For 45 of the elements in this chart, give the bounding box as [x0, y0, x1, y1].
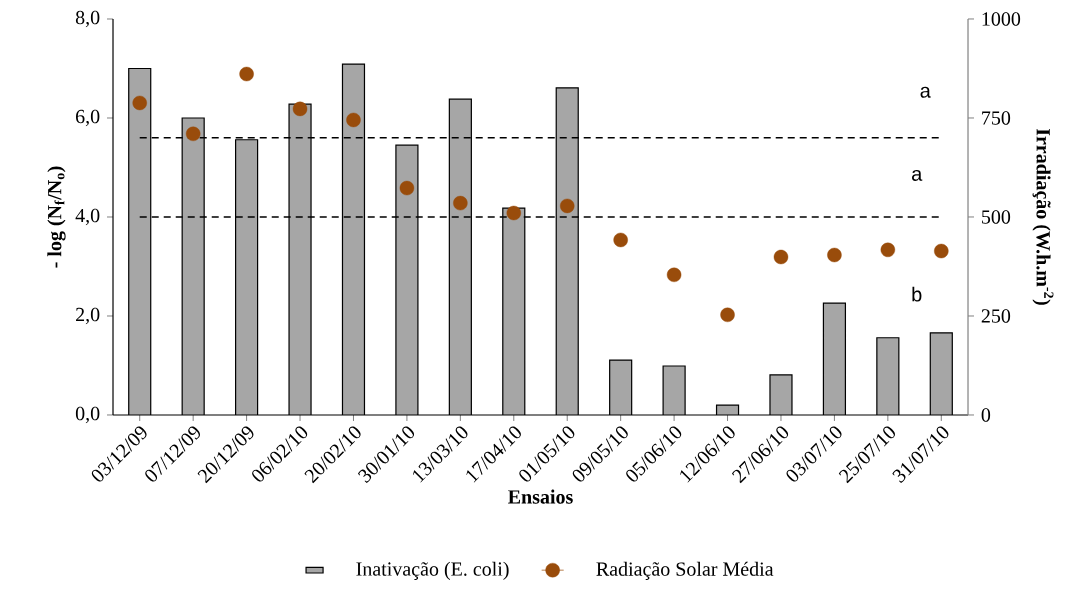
y2-tick-label: 0 — [981, 408, 991, 422]
point — [185, 126, 201, 142]
point — [880, 242, 896, 258]
bar — [502, 208, 525, 415]
legend-label: Radiação Solar Média — [596, 561, 774, 580]
point — [773, 249, 789, 265]
bar — [823, 303, 846, 415]
x-axis-title: Ensaios — [508, 489, 573, 504]
bar — [609, 360, 632, 415]
point — [827, 247, 842, 263]
point — [506, 205, 521, 221]
y2-tick-label: 1000 — [982, 12, 1021, 26]
bar — [929, 332, 953, 415]
bar — [128, 68, 151, 415]
bar — [449, 99, 472, 415]
y-tick-label: 0,0 — [75, 406, 100, 424]
point — [613, 232, 628, 248]
y2-tick-label: 750 — [982, 111, 1011, 125]
y-tick-label: 8,0 — [75, 10, 100, 28]
y-tick-label: 2,0 — [76, 307, 100, 325]
annotation: a — [920, 86, 931, 98]
point — [560, 198, 575, 214]
point — [720, 307, 735, 322]
point — [666, 267, 682, 282]
y2-tick-label: 250 — [981, 309, 1011, 323]
y2-axis-title: Irradiação (W.h.m$^{-2}$) — [1032, 128, 1054, 305]
y-axis-title: - log (N$_{f}$/N$_{o}$) — [47, 166, 66, 268]
annotation: a — [912, 169, 923, 181]
point — [453, 195, 468, 211]
point — [399, 180, 415, 196]
bar — [342, 64, 365, 415]
point — [934, 243, 949, 259]
point — [292, 101, 308, 117]
y-tick-label: 4,0 — [75, 208, 100, 226]
point — [346, 112, 361, 128]
point — [132, 95, 147, 111]
y2-tick-label: 500 — [982, 210, 1011, 224]
bar — [395, 145, 418, 415]
legend-label: Inativação (E. coli) — [356, 561, 509, 580]
bar — [556, 87, 579, 415]
y-tick-label: 6,0 — [76, 109, 100, 127]
point — [239, 66, 254, 82]
annotation: b — [912, 286, 922, 302]
bar — [235, 139, 258, 415]
bar — [182, 117, 205, 415]
